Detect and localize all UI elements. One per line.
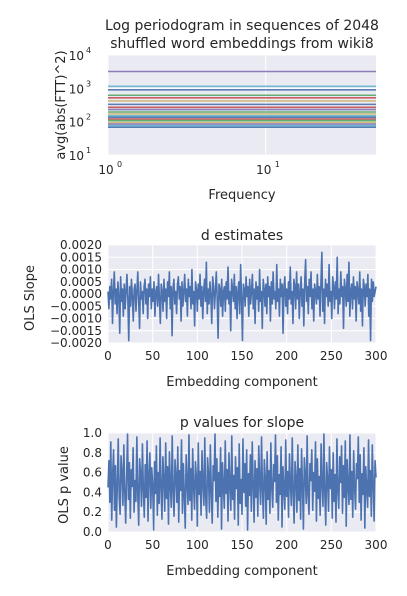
periodogram-y-tick-base: 10 <box>69 82 84 96</box>
d-estimates-x-tick-label: 150 <box>231 349 254 363</box>
d-estimates-y-tick-label: −0.0020 <box>50 336 102 350</box>
periodogram-x-tick-base: 10 <box>256 163 271 177</box>
p-values-y-tick-label: 0.8 <box>83 446 102 460</box>
d-estimates-y-tick-label: 0.0010 <box>60 263 102 277</box>
p-values-x-tick-label: 300 <box>365 538 388 552</box>
periodogram-y-tick-exponent: 4 <box>86 46 91 55</box>
p-values-x-tick-label: 150 <box>231 538 254 552</box>
d-estimates-y-tick-label: −0.0005 <box>50 299 102 313</box>
p-values-x-tick-label: 100 <box>186 538 209 552</box>
d-estimates-x-tick-label: 100 <box>186 349 209 363</box>
periodogram-x-tick-exponent: 1 <box>275 160 280 169</box>
d-estimates-x-tick-label: 200 <box>275 349 298 363</box>
periodogram-x-axis-label: Frequency <box>208 188 275 203</box>
periodogram-y-tick-base: 10 <box>69 49 84 63</box>
d-estimates-y-tick-label: 0.0005 <box>60 275 102 289</box>
p-values-x-axis-label: Embedding component <box>166 564 317 579</box>
periodogram-y-tick-base: 10 <box>69 149 84 163</box>
d-estimates-x-axis-label: Embedding component <box>166 375 317 390</box>
d-estimates-series-line <box>107 251 377 342</box>
p-values-y-axis-label: OLS p value <box>57 446 72 524</box>
d-estimates-title: d estimates <box>201 228 283 244</box>
p-values-series-line <box>107 433 377 531</box>
d-estimates-y-tick-label: 0.0000 <box>60 287 102 301</box>
p-values-x-tick-label: 250 <box>320 538 343 552</box>
d-estimates-y-tick-label: 0.0015 <box>60 250 102 264</box>
d-estimates-y-tick-label: 0.0020 <box>60 238 102 252</box>
p-values-title: p values for slope <box>180 415 304 431</box>
p-values-x-tick-label: 0 <box>104 538 112 552</box>
p-values-y-tick-label: 0.6 <box>83 466 102 480</box>
p-values-y-tick-label: 1.0 <box>83 426 102 440</box>
periodogram-y-tick-exponent: 3 <box>86 79 91 88</box>
d-estimates-x-tick-label: 0 <box>104 349 112 363</box>
periodogram-y-tick-exponent: 2 <box>86 113 91 122</box>
d-estimates-x-tick-label: 250 <box>320 349 343 363</box>
periodogram-y-axis-label: avg(abs(FTT)^2) <box>54 50 69 159</box>
p-values-y-tick-label: 0.2 <box>83 505 102 519</box>
p-values-y-tick-label: 0.0 <box>83 525 102 539</box>
d-estimates-y-tick-label: −0.0015 <box>50 324 102 338</box>
p-values-x-tick-label: 200 <box>275 538 298 552</box>
periodogram-title-line-2: shuffled word embeddings from wiki8 <box>110 36 374 52</box>
d-estimates-x-tick-label: 300 <box>365 349 388 363</box>
periodogram-title-line-1: Log periodogram in sequences of 2048 <box>105 18 379 34</box>
periodogram-x-tick-base: 10 <box>98 163 113 177</box>
d-estimates-y-tick-label: −0.0010 <box>50 312 102 326</box>
p-values-x-tick-label: 50 <box>145 538 160 552</box>
d-estimates-x-tick-label: 50 <box>145 349 160 363</box>
d-estimates-y-axis-label: OLS Slope <box>23 265 38 331</box>
periodogram-y-tick-base: 10 <box>69 116 84 130</box>
periodogram-y-tick-exponent: 1 <box>86 146 91 155</box>
periodogram-x-tick-exponent: 0 <box>117 160 122 169</box>
d-estimates-panel: −0.0020−0.0015−0.0010−0.00050.00000.0005… <box>23 228 387 390</box>
p-values-panel: 0.0 0.2 0.4 0.6 0.8 1.0 0 50 100 150 200 250 300 p va… <box>57 415 387 579</box>
p-values-y-tick-label: 0.4 <box>83 485 102 499</box>
